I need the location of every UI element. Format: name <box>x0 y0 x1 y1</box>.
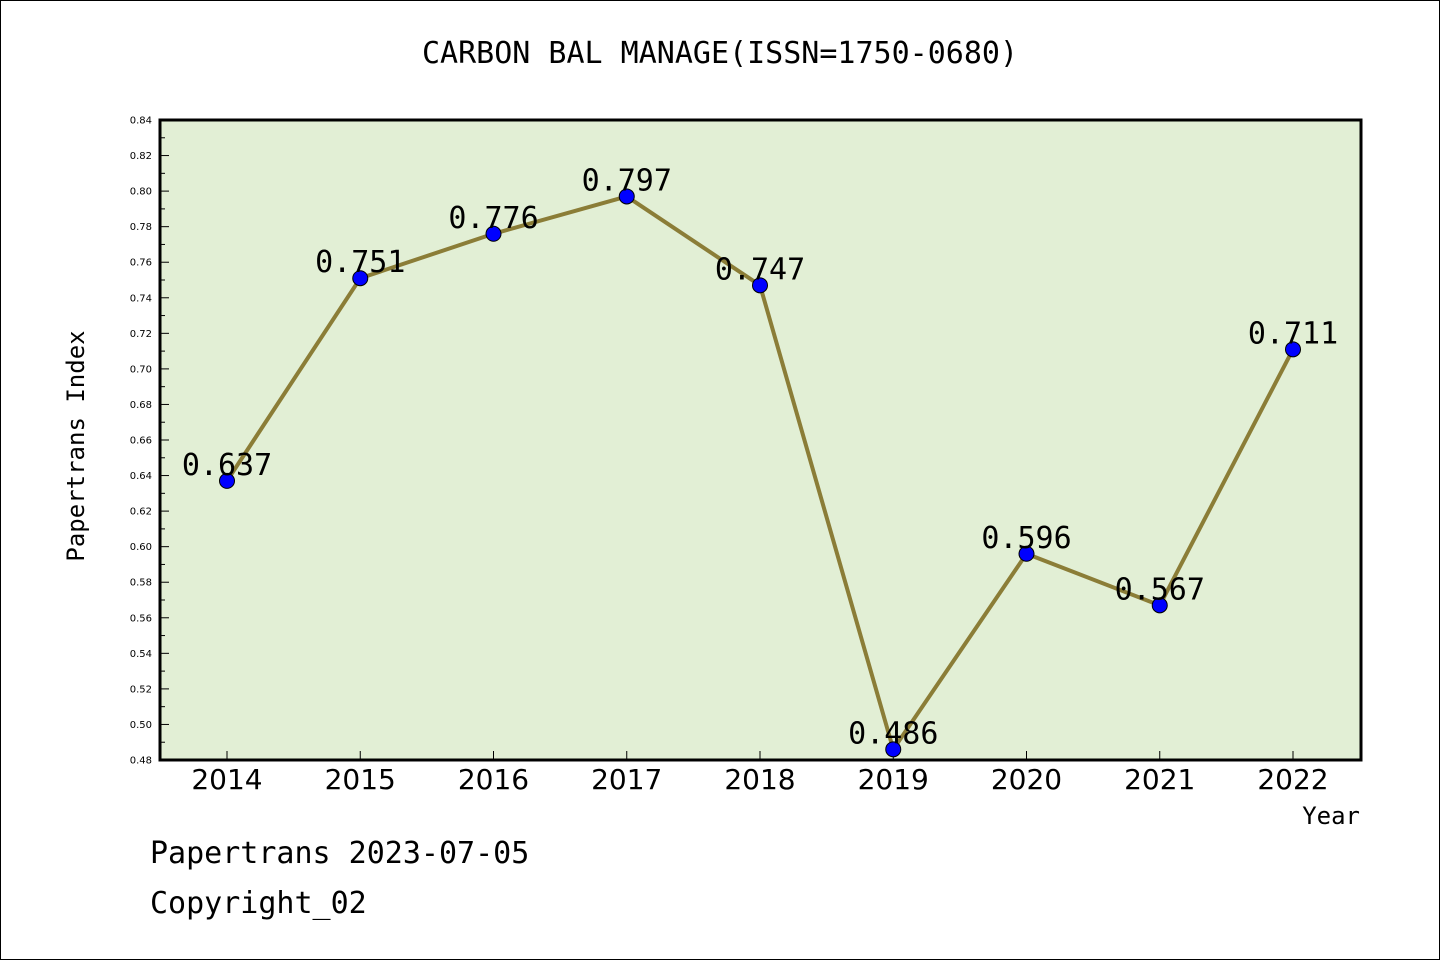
y-tick-label: 0.82 <box>130 151 152 162</box>
data-point <box>1285 341 1301 358</box>
data-label: 0.776 <box>448 201 538 236</box>
data-point <box>352 270 369 287</box>
x-tick-label: 2015 <box>325 763 396 796</box>
data-label: 0.486 <box>848 716 938 751</box>
y-tick-label: 0.66 <box>130 436 152 447</box>
y-tick-label: 0.74 <box>130 293 152 304</box>
data-label: 0.747 <box>715 252 805 287</box>
y-tick-label: 0.56 <box>130 613 152 624</box>
chart-title: CARBON BAL MANAGE(ISSN=1750-0680) <box>421 36 1019 71</box>
x-tick-label: 2022 <box>1257 763 1328 796</box>
y-tick-label: 0.64 <box>130 471 152 482</box>
data-point <box>485 225 502 242</box>
footer-date: Papertrans 2023-07-05 <box>150 836 530 871</box>
data-point <box>752 277 768 294</box>
data-point <box>618 188 635 205</box>
data-point <box>885 741 902 758</box>
y-tick-label: 0.50 <box>130 720 152 731</box>
y-tick-label: 0.48 <box>130 756 152 767</box>
data-point <box>1151 597 1168 614</box>
x-tick-label: 2016 <box>458 763 529 796</box>
x-tick-label: 2019 <box>858 763 929 796</box>
y-axis: 0.48 0.50 0.52 0.54 0.56 0.58 0.60 0.62 0.64 0.66… <box>130 116 169 767</box>
x-tick-label: 2014 <box>191 763 262 796</box>
x-tick-label: 2021 <box>1124 763 1195 796</box>
x-tick-label: 2020 <box>991 763 1062 796</box>
y-axis-label: Papertrans Index <box>62 330 90 562</box>
x-tick-label: 2017 <box>591 763 662 796</box>
y-tick-label: 0.68 <box>130 400 152 411</box>
data-label: 0.711 <box>1248 316 1338 351</box>
y-tick-label: 0.58 <box>130 578 152 589</box>
x-tick-label: 2018 <box>724 763 795 796</box>
series-group: 0.637 0.751 0.776 0.797 0.747 0.486 0.596 0.567… <box>182 163 1338 758</box>
data-label: 0.797 <box>582 163 672 198</box>
y-tick-label: 0.72 <box>130 329 152 340</box>
y-tick-label: 0.62 <box>130 507 152 518</box>
footer-copyright: Copyright_02 <box>150 886 367 921</box>
data-label: 0.567 <box>1115 572 1205 607</box>
data-label: 0.637 <box>182 448 272 483</box>
data-point <box>1018 545 1035 562</box>
y-tick-label: 0.54 <box>130 649 152 660</box>
data-label: 0.751 <box>315 245 405 280</box>
y-tick-label: 0.80 <box>130 187 152 198</box>
y-tick-label: 0.76 <box>130 258 152 269</box>
y-tick-label: 0.70 <box>130 364 152 375</box>
x-axis-label: Year <box>1302 802 1360 830</box>
plot-area <box>158 118 1363 762</box>
y-tick-label: 0.52 <box>130 684 152 695</box>
y-tick-label: 0.84 <box>130 116 152 127</box>
y-tick-label: 0.60 <box>130 542 152 553</box>
data-label: 0.596 <box>981 521 1071 556</box>
y-tick-label: 0.78 <box>130 222 152 233</box>
x-axis: 2014 2015 2016 2017 2018 2019 2020 2021 2022 <box>191 751 1329 796</box>
data-point <box>219 472 235 489</box>
